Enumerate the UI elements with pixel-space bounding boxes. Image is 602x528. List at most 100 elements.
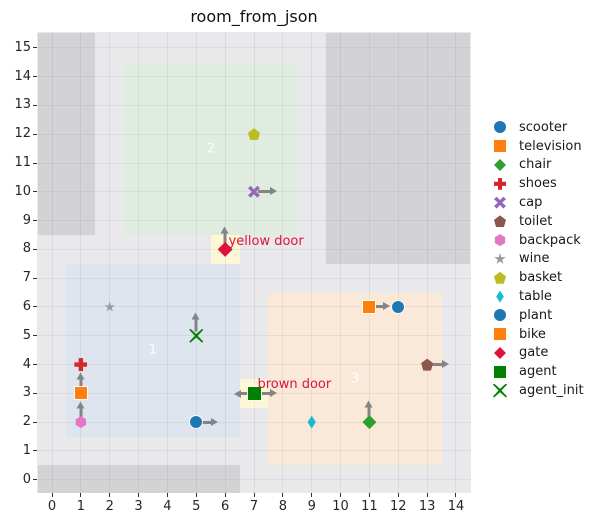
arrow-head <box>441 360 449 369</box>
legend-label: table <box>519 289 552 305</box>
arrow-head <box>234 389 242 398</box>
orientation-arrow <box>196 417 218 427</box>
arrow-head <box>191 312 200 320</box>
x-tick <box>253 493 255 497</box>
y-tick <box>33 162 37 164</box>
plant-legend-glyph <box>494 309 506 322</box>
arrow-head <box>270 187 278 196</box>
x-tick-label: 8 <box>278 499 287 514</box>
table-marker <box>307 415 316 429</box>
arrow-head <box>269 388 277 397</box>
x-tick-label: 0 <box>47 499 57 514</box>
gridline <box>37 248 471 250</box>
legend-item-chair: chair <box>492 156 584 175</box>
wine-marker <box>104 301 115 312</box>
agent-legend-marker <box>492 364 508 380</box>
plant-legend-marker <box>492 307 508 323</box>
legend-item-plant: plant <box>492 306 584 325</box>
y-tick-label: 12 <box>14 126 31 142</box>
shoes-legend-marker <box>492 176 508 192</box>
legend-label: scooter <box>519 119 568 135</box>
x-tick-label: 7 <box>249 499 259 514</box>
gridline <box>397 32 399 493</box>
agent_init-legend-glyph <box>493 383 507 398</box>
gridline <box>282 32 284 493</box>
chair-legend-marker <box>492 157 508 173</box>
toilet-legend-marker <box>492 213 508 229</box>
room-label: 2 <box>206 141 215 157</box>
y-tick <box>33 277 37 279</box>
x-tick-label: 11 <box>361 499 378 514</box>
arrow-head <box>210 417 218 426</box>
y-tick <box>33 104 37 106</box>
y-tick-label: 1 <box>22 442 31 458</box>
gridline <box>166 32 168 493</box>
wall-top-left <box>37 33 96 235</box>
y-tick <box>33 220 37 222</box>
table-legend-glyph <box>496 290 504 303</box>
legend-item-agent_init: agent_init <box>492 381 584 400</box>
legend-label: cap <box>519 195 543 211</box>
x-tick <box>368 493 370 497</box>
legend-item-scooter: scooter <box>492 118 584 137</box>
legend-label: gate <box>519 345 549 361</box>
gridline <box>37 162 471 164</box>
x-tick-label: 14 <box>447 499 465 514</box>
gridline <box>138 32 140 493</box>
legend-item-gate: gate <box>492 344 584 363</box>
gridline <box>37 76 471 78</box>
y-tick-label: 13 <box>14 97 31 113</box>
toilet-marker <box>421 358 434 371</box>
legend-item-bike: bike <box>492 325 584 344</box>
door-label: brown door <box>257 376 332 392</box>
y-tick <box>33 191 37 193</box>
x-tick <box>397 493 399 497</box>
gridline <box>340 32 342 493</box>
orientation-arrow <box>369 302 391 311</box>
backpack-legend-glyph <box>494 234 506 247</box>
legend-label: shoes <box>519 176 557 192</box>
chart-title: room_from_json <box>190 7 318 26</box>
y-tick-label: 6 <box>22 298 31 314</box>
legend-label: basket <box>519 270 563 286</box>
gridline <box>37 421 471 423</box>
x-tick-label: 4 <box>163 499 172 514</box>
legend-item-agent: agent <box>492 362 584 381</box>
plot-area: 1 2 3 yellow door brown door <box>37 32 471 493</box>
y-tick-label: 4 <box>22 356 31 372</box>
basket-legend-glyph <box>494 271 506 284</box>
x-tick <box>426 493 428 497</box>
gridline <box>51 32 53 493</box>
gate-marker <box>217 241 233 257</box>
x-tick <box>340 493 342 497</box>
orientation-arrow <box>254 388 277 398</box>
x-tick <box>311 493 313 497</box>
legend-item-television: television <box>492 137 584 156</box>
legend-item-cap: cap <box>492 193 584 212</box>
room-region-1 <box>66 263 240 437</box>
television-legend-marker <box>492 138 508 154</box>
y-tick-label: 11 <box>14 155 31 170</box>
shoes-legend-glyph <box>494 177 506 190</box>
scooter-legend-marker <box>492 119 508 135</box>
x-tick <box>195 493 197 497</box>
x-tick <box>455 493 457 497</box>
legend-item-basket: basket <box>492 268 584 287</box>
basket-legend-marker <box>492 270 508 286</box>
wine-legend-glyph <box>494 252 506 264</box>
y-tick <box>33 450 37 452</box>
orientation-arrow <box>427 360 449 369</box>
x-tick-label: 2 <box>105 499 114 514</box>
orientation-arrow <box>254 187 278 196</box>
gridline <box>368 32 370 493</box>
gridline <box>37 104 471 106</box>
room-label: 3 <box>350 371 360 387</box>
x-tick-label: 13 <box>418 499 436 514</box>
y-tick-label: 14 <box>14 68 31 84</box>
chair-legend-glyph <box>494 158 506 171</box>
arrow-shaft <box>258 190 272 194</box>
scooter-legend-glyph <box>494 121 506 134</box>
agent_init-marker <box>189 328 204 343</box>
cap-legend-glyph <box>494 196 506 209</box>
plant-marker <box>392 300 405 313</box>
